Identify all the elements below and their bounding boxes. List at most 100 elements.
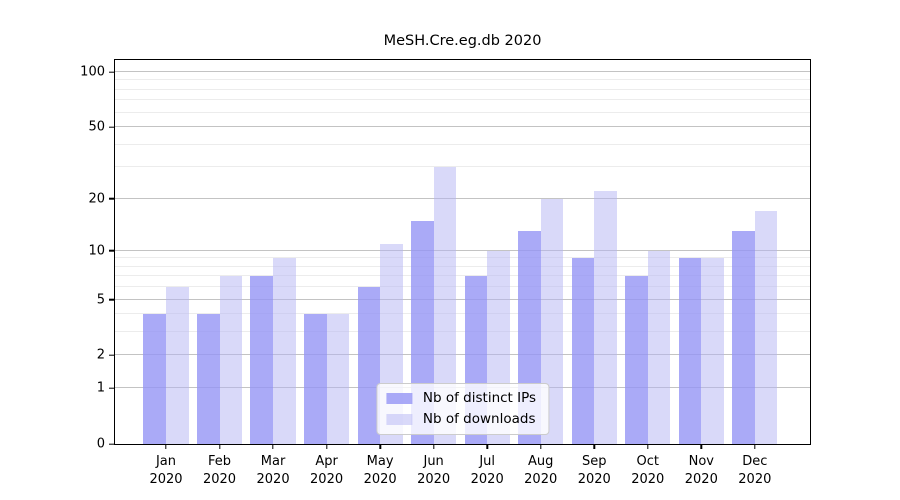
x-tick-label: Apr 2020 [310,453,343,488]
legend-swatch-distinct-ips [385,393,412,405]
x-tick-year: 2020 [417,471,451,487]
bar-distinct-ips [303,314,327,444]
y-gridline-minor [115,265,810,267]
bar-downloads [754,211,778,444]
x-tick-label: Nov 2020 [685,453,718,488]
x-tick-year: 2020 [684,471,718,487]
x-tick-month: Mar [260,454,286,469]
y-gridline-major [115,197,810,199]
legend-swatch-downloads [385,414,412,426]
x-tick-mark [432,444,435,449]
bar-downloads [647,250,671,444]
y-tick-mark [109,71,115,73]
bar-downloads [326,314,350,444]
y-tick-mark [109,250,115,252]
x-tick-month: Dec [742,454,768,469]
y-tick-mark [109,354,115,357]
x-tick-month: Jul [479,454,496,469]
y-gridline-minor [115,143,810,145]
bar-distinct-ips [678,258,702,444]
x-tick-year: 2020 [149,471,183,487]
x-tick-year: 2020 [577,471,611,487]
bar-distinct-ips [196,314,220,444]
legend-label-distinct-ips: Nb of distinct IPs [422,390,537,407]
y-tick-label: 5 [96,292,105,308]
x-tick-mark [379,444,381,449]
bar-downloads [540,198,564,444]
x-tick-mark [540,444,542,449]
x-tick-month: Jan [155,454,177,469]
y-tick-mark [109,197,115,200]
y-gridline-minor [115,286,810,288]
y-tick-mark [109,443,115,445]
x-tick-label: Jan 2020 [149,453,182,488]
x-tick-month: May [366,454,394,469]
bar-downloads [594,191,617,444]
bar-distinct-ips [250,276,274,444]
x-tick-mark [700,444,702,449]
x-tick-mark [325,444,328,449]
legend-item-distinct-ips: Nb of distinct IPs [385,390,537,407]
y-tick-label: 0 [96,436,105,452]
y-gridline-minor [115,257,810,259]
x-tick-year: 2020 [631,471,665,487]
y-gridline-minor [115,111,810,113]
bar-downloads [273,258,296,444]
x-tick-year: 2020 [256,471,290,487]
x-tick-month: Feb [208,454,232,469]
bar-downloads [701,258,724,444]
y-gridline-minor [115,99,810,101]
x-tick-month: Nov [688,454,714,469]
x-tick-mark [647,444,649,449]
y-gridline-minor [115,331,810,333]
x-tick-label: Dec 2020 [738,453,771,488]
chart-title: MeSH.Cre.eg.db 2020 [383,33,542,49]
x-tick-month: Aug [528,454,554,469]
x-tick-label: Oct 2020 [631,453,664,488]
bar-downloads [166,287,189,444]
legend-label-downloads: Nb of downloads [422,411,536,428]
y-tick-label: 2 [96,347,105,363]
y-tick-label: 1 [96,380,105,396]
x-tick-month: Jun [423,454,444,469]
y-gridline-major [115,126,810,128]
x-tick-year: 2020 [310,471,344,487]
y-gridline-minor [115,79,810,81]
y-gridline-minor [115,166,810,168]
x-tick-label: May 2020 [364,453,397,488]
y-gridline-major [115,298,810,300]
x-tick-mark [218,444,221,449]
x-tick-year: 2020 [738,471,772,487]
bar-distinct-ips [143,314,166,444]
y-tick-label: 100 [80,64,105,80]
x-tick-label: Jul 2020 [471,453,504,488]
y-gridline-minor [115,88,810,90]
bar-distinct-ips [732,231,755,444]
x-tick-label: Feb 2020 [203,453,236,488]
legend-item-downloads: Nb of downloads [385,411,536,428]
x-tick-label: Mar 2020 [257,453,290,488]
x-tick-mark [486,444,488,449]
x-tick-month: Oct [636,454,659,469]
y-tick-mark [109,298,115,301]
x-tick-mark [754,444,756,449]
x-tick-year: 2020 [470,471,504,487]
plot-area: Nb of distinct IPs Nb of downloads 0 1 2 5 1… [80,59,811,487]
y-tick-label: 20 [88,191,105,207]
x-tick-mark [593,444,595,449]
y-gridline-minor [115,313,810,315]
x-tick-mark [272,444,274,449]
y-tick-label: 50 [88,119,105,135]
x-tick-label: Sep 2020 [578,453,611,488]
x-tick-label: Jun 2020 [417,453,450,488]
y-tick-mark [109,387,115,389]
y-tick-label: 10 [88,243,105,259]
y-gridline-major [115,71,810,72]
bar-distinct-ips [571,258,595,444]
y-gridline-minor [115,275,810,277]
bar-distinct-ips [625,276,648,444]
y-gridline-major [115,249,810,251]
x-tick-year: 2020 [363,471,397,487]
bar-distinct-ips [357,287,381,444]
